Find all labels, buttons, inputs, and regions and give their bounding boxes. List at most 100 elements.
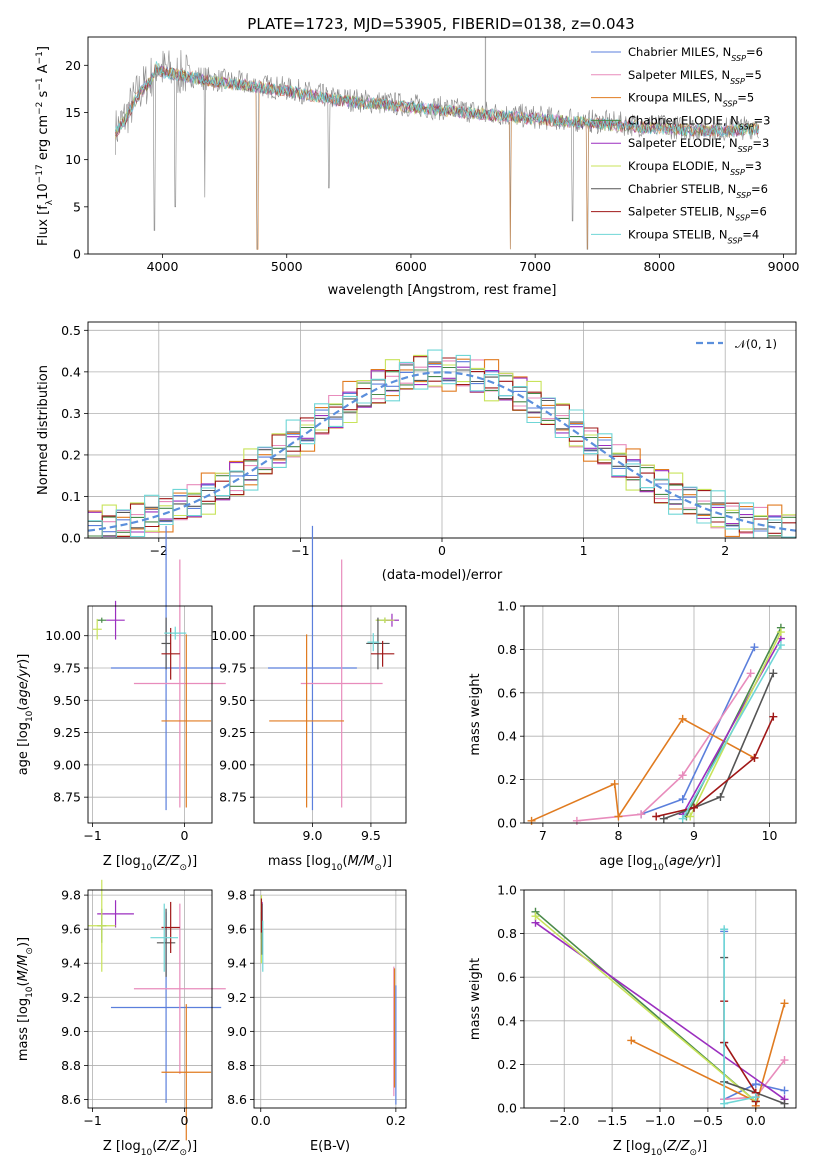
x-tick-label: −2 — [150, 543, 168, 558]
y-tick-label: 8.75 — [219, 790, 247, 805]
label-part: ⊙ — [179, 1148, 187, 1158]
mass-weight-line — [682, 644, 782, 820]
legend-model: Salpeter ELODIE — [628, 136, 722, 150]
y-tick-label: 0.8 — [497, 926, 517, 941]
plot-area — [92, 525, 226, 811]
mass-weight-point — [678, 714, 687, 723]
x-tick-label: 0 — [180, 1113, 188, 1128]
residual-histogram — [88, 349, 796, 539]
label-part: ⊙ — [179, 863, 187, 873]
y-tick-label: 0.6 — [497, 685, 517, 700]
y-tick-label: 8.75 — [53, 790, 81, 805]
y-tick-label: 9.4 — [227, 956, 247, 971]
y-tick-label: 9.0 — [61, 1024, 81, 1039]
y-tick-label: 8.8 — [61, 1058, 81, 1073]
mass-weight-point — [610, 779, 619, 788]
legend-model: Kroupa ELODIE — [628, 159, 714, 173]
legend-nssp: 3 — [763, 113, 770, 127]
mass-weight-point — [652, 812, 661, 821]
plot-area — [527, 623, 785, 825]
y-axis-label: mass [log10(M/M⊙)] — [16, 937, 35, 1061]
label-part: ⊙ — [689, 1148, 697, 1158]
mass-weight-line — [663, 672, 775, 820]
y-tick-label: 8.6 — [227, 1092, 247, 1107]
y-tick-label: 9.75 — [219, 661, 247, 676]
legend-model: Chabrier ELODIE — [628, 113, 723, 127]
axes-frame — [523, 605, 797, 824]
grid — [524, 889, 796, 1109]
grid — [88, 890, 212, 1108]
axes-frame — [87, 889, 213, 1109]
mass-weight-point — [769, 712, 778, 721]
x-axis-label: age [log10(age/yr)] — [599, 854, 721, 873]
x-axis-label: Z [log10(Z/Z⊙)] — [103, 854, 197, 873]
x-tick-label: 1 — [580, 543, 588, 558]
mass-weight-line — [640, 646, 756, 816]
y-tick-label: 10.00 — [45, 628, 81, 643]
label-part: ( — [16, 981, 31, 986]
label-part: mass [log — [268, 854, 331, 869]
y-tick-label: 9.00 — [53, 757, 81, 772]
legend-nssp: 5 — [754, 68, 761, 82]
legend-eq: = — [750, 205, 760, 219]
x-tick-label: −1 — [291, 543, 309, 558]
residuals-panel: −2 −1 0 1 2 0.0 0.1 0.2 0.3 0.4 0.5 𝒩(0, 1) (data-mo… — [36, 321, 797, 583]
y-tick-label: 9.50 — [53, 693, 81, 708]
x-tick-label: 5000 — [271, 259, 303, 274]
legend-nssp: 6 — [756, 45, 763, 59]
axes: 9.0 9.5 8.75 9.00 9.25 9.50 9.75 10.00 mass [log… — [211, 605, 407, 873]
label-part: 10 — [652, 863, 664, 873]
label-part: age [log — [599, 854, 652, 869]
spectrum-legend: Chabrier MILES, NSSP=6 Salpeter MILES, NS… — [591, 45, 770, 245]
legend-entry: Kroupa STELIB, NSSP=4 — [628, 227, 759, 245]
legend-entry: 𝒩(0, 1) — [735, 337, 777, 351]
x-tick-label: 8 — [614, 828, 622, 843]
mass-weight-point — [572, 816, 581, 825]
mass-weight-line — [576, 672, 752, 822]
legend-eq: = — [742, 227, 752, 241]
y-tick-label: 9.75 — [53, 661, 81, 676]
legend-entry: Kroupa ELODIE, NSSP=3 — [628, 159, 762, 177]
x-tick-label: 9 — [690, 828, 698, 843]
axes: −2.0 −1.5 −1.0 −0.5 0.0 0.0 0.2 0.4 0.6 0.8 1.0 Z [… — [468, 883, 797, 1158]
legend-entry: Salpeter MILES, NSSP=5 — [628, 68, 762, 86]
x-tick-label: −2.0 — [549, 1113, 579, 1128]
y-tick-label: 10.00 — [211, 628, 247, 643]
label-part: ⊙ — [374, 863, 382, 873]
x-tick-label: −1 — [83, 828, 101, 843]
y-tick-label: 9.6 — [227, 922, 247, 937]
legend-subscript: SSP — [731, 54, 746, 63]
legend-model: Kroupa MILES — [628, 91, 707, 105]
legend-prefix: , N — [723, 113, 739, 127]
model-spectrum-line — [114, 64, 760, 138]
y-tick-label: 9.6 — [61, 922, 81, 937]
legend-subscript: SSP — [739, 122, 754, 131]
y-tick-label: 8.6 — [61, 1092, 81, 1107]
plot-area — [87, 349, 797, 539]
label-part: age/yr — [16, 662, 31, 705]
mass-weight-point — [531, 912, 540, 921]
plot-area — [114, 37, 760, 250]
y-tick-label: 0.6 — [497, 970, 517, 985]
label-part: )] — [711, 854, 721, 869]
mass-weight-point — [678, 771, 687, 780]
label-part: 10 — [141, 863, 153, 873]
legend-prefix: , N — [714, 159, 730, 173]
mass-weight-line — [656, 716, 775, 818]
x-tick-label: 2 — [721, 543, 729, 558]
axes: 0.0 0.2 8.6 8.8 9.0 9.2 9.4 9.6 9.8 E(B-V) — [227, 888, 407, 1154]
y-tick-label: 9.4 — [61, 956, 81, 971]
legend-entry: Chabrier ELODIE, NSSP=3 — [628, 113, 770, 130]
label-part: Z [log — [103, 1139, 141, 1154]
legend-prefix: , N — [712, 227, 728, 241]
y-tick-label: 9.2 — [61, 990, 81, 1005]
legend-entry: Chabrier MILES, NSSP=6 — [628, 45, 763, 63]
legend-nssp: 5 — [747, 91, 754, 105]
mass-weight-point — [527, 816, 536, 825]
mass-weight-point — [614, 812, 623, 821]
x-tick-label: 9000 — [768, 259, 800, 274]
y-tick-label: 0.2 — [497, 1057, 517, 1072]
legend-subscript: SSP — [728, 236, 743, 245]
axes: −1 08.68.89.09.29.49.69.8Z [log10(Z/Z⊙)]m… — [16, 888, 213, 1158]
x-tick-label: 8000 — [643, 259, 675, 274]
